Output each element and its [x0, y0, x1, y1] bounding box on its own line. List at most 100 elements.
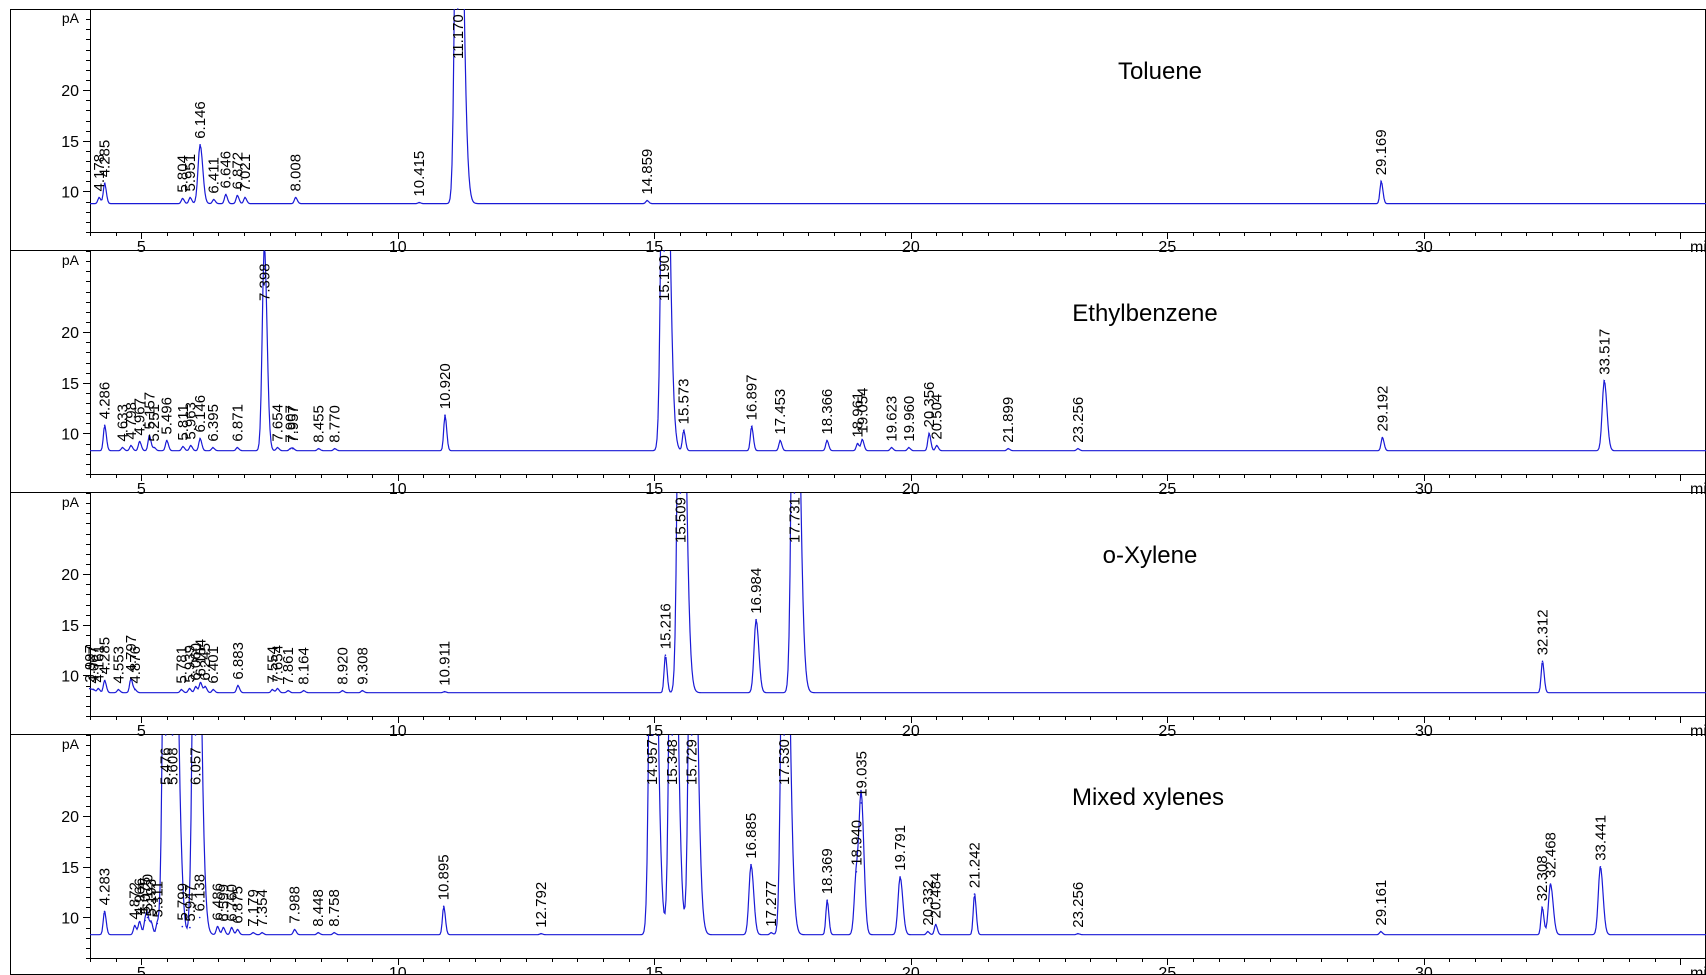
peak-label: 17.453 — [772, 389, 789, 435]
x-tick-label: 10 — [389, 239, 407, 256]
peak-marker — [317, 447, 320, 450]
y-axis-unit: pA — [62, 10, 80, 26]
peak-marker — [121, 446, 124, 449]
peak-marker — [418, 201, 420, 204]
x-tick-label: 15 — [645, 239, 663, 256]
peak-marker — [138, 920, 141, 923]
y-tick-label: 10 — [61, 668, 79, 685]
peak-label: 7.654 — [270, 645, 287, 683]
peak-label: 14.859 — [639, 149, 656, 195]
peak-marker — [130, 444, 132, 447]
x-tick-label: 30 — [1415, 965, 1433, 975]
peak-label: 32.312 — [1535, 609, 1552, 655]
peak-label: 6.872 — [229, 152, 246, 190]
y-axis-unit: pA — [62, 736, 80, 752]
peak-label: 10.415 — [411, 151, 428, 197]
peak-label: 4.286 — [97, 382, 114, 420]
panel-title: Mixed xylenes — [1072, 784, 1224, 811]
peak-marker — [663, 250, 665, 252]
peak-label: 5.608 — [165, 747, 182, 785]
chromatogram-trace — [90, 251, 1706, 452]
peak-label: 5.075 — [137, 877, 154, 915]
y-axis-unit: pA — [62, 252, 80, 268]
peak-marker — [293, 928, 296, 931]
peak-label: 6.760 — [224, 884, 241, 922]
peak-label: 4.633 — [115, 404, 132, 442]
peak-marker — [1541, 660, 1544, 663]
peak-label: 20.484 — [928, 873, 945, 919]
peak-label: 7.354 — [254, 889, 271, 927]
y-tick-label: 20 — [61, 567, 79, 584]
peak-marker — [171, 734, 174, 736]
peak-marker — [341, 689, 344, 692]
peak-marker — [333, 931, 335, 934]
peak-marker — [289, 447, 292, 450]
peak-marker — [224, 193, 227, 196]
peak-marker — [860, 802, 863, 804]
peak-marker — [1381, 436, 1384, 439]
peak-marker — [908, 446, 910, 449]
peak-marker — [261, 931, 263, 934]
y-tick-label: 20 — [61, 83, 79, 100]
peak-label: 6.411 — [206, 157, 223, 193]
peak-marker — [1603, 379, 1606, 382]
peak-marker — [861, 438, 864, 441]
x-tick-label: 30 — [1415, 239, 1433, 256]
peak-label: 16.984 — [748, 568, 765, 614]
peak-label: 6.154 — [193, 639, 210, 677]
peak-marker — [361, 689, 364, 692]
peak-label: 4.798 — [123, 402, 140, 440]
peak-marker — [263, 250, 266, 252]
peak-label: 18.940 — [848, 820, 865, 866]
peak-marker — [679, 492, 682, 494]
peak-marker — [755, 618, 757, 621]
peak-label: 29.161 — [1373, 880, 1390, 926]
peak-label: 15.573 — [676, 379, 693, 425]
peak-label: 10.911 — [437, 641, 454, 686]
peak-label: 17.731 — [786, 497, 803, 543]
peak-label: 6.057 — [188, 747, 205, 785]
peak-label: 20.332 — [920, 880, 937, 926]
peak-label: 5.311 — [149, 881, 166, 917]
peak-label: 6.245 — [197, 643, 214, 681]
peak-marker — [287, 689, 289, 692]
peak-marker — [130, 677, 132, 680]
peak-label: 11.170 — [450, 14, 467, 59]
peak-marker — [117, 688, 120, 691]
chromatogram-trace — [90, 9, 1706, 205]
peak-marker — [1599, 866, 1602, 868]
peak-label: 4.285 — [97, 140, 114, 178]
peak-label: 4.067 — [85, 646, 102, 684]
peak-label: 7.861 — [280, 647, 297, 685]
peak-label: 4.285 — [97, 637, 114, 675]
x-tick-label: 30 — [1415, 723, 1433, 740]
peak-marker — [783, 734, 785, 736]
peak-marker — [153, 446, 155, 449]
panel-title: o-Xylene — [1103, 542, 1198, 569]
panel-title: Ethylbenzene — [1072, 300, 1217, 327]
x-tick-label: 20 — [902, 239, 920, 256]
peak-label: 6.486 — [210, 883, 227, 921]
peak-label: 4.876 — [127, 646, 144, 684]
peak-label: 6.146 — [192, 101, 209, 139]
peak-marker — [928, 432, 930, 435]
peak-label: 17.530 — [776, 739, 793, 785]
peak-marker — [199, 681, 202, 684]
peak-label: 6.599 — [215, 884, 232, 922]
peak-label: 21.899 — [1000, 397, 1017, 443]
y-tick-label: 20 — [61, 809, 79, 826]
chromatogram-trace — [90, 493, 1706, 694]
peak-label: 8.770 — [327, 405, 344, 443]
peak-marker — [651, 734, 653, 736]
peak-label: 8.448 — [310, 889, 327, 927]
peak-label: 7.654 — [270, 404, 287, 442]
peak-marker — [770, 931, 772, 934]
peak-label: 5.157 — [141, 392, 158, 430]
peak-marker — [1077, 932, 1079, 935]
peak-marker — [103, 424, 106, 427]
peak-label: 7.957 — [285, 405, 302, 443]
peak-label: 29.169 — [1373, 129, 1390, 175]
peak-marker — [237, 684, 239, 687]
peak-label: 5.939 — [182, 645, 199, 683]
peak-marker — [540, 932, 542, 935]
